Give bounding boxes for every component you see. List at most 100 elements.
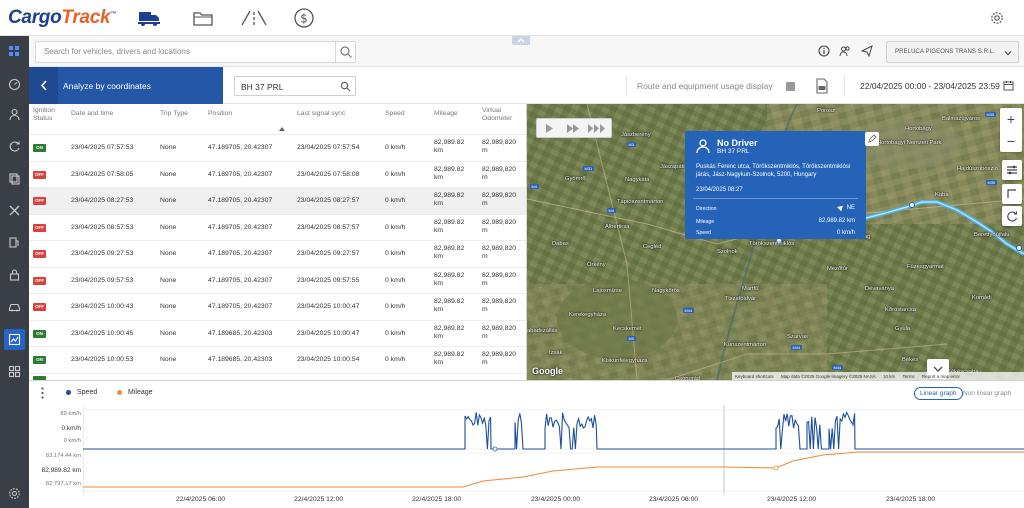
ignition-badge: ON — [33, 356, 46, 364]
cell-mileage: 82,989.82 km — [434, 192, 465, 207]
sort-arrow-icon[interactable] — [279, 127, 285, 131]
header-trip-type[interactable]: Trip Type — [160, 110, 188, 117]
truck-icon[interactable] — [138, 8, 160, 28]
cell-datetime: 23/04/2025 10:00:53 — [71, 356, 134, 363]
dashboard-grid-icon[interactable] — [4, 41, 25, 62]
map-view[interactable]: Jászberény Porosz Hortobágy Balmazújváros Ho… — [527, 104, 1024, 380]
vehicle-search-input[interactable]: BH 37 PRL — [234, 76, 356, 96]
analytics-icon[interactable] — [4, 329, 25, 350]
table-row[interactable]: OFF 23/04/2025 08:27:53 None 47.189705, 20.… — [29, 187, 526, 214]
search-icon[interactable] — [335, 42, 355, 62]
vehicle-icon[interactable] — [4, 296, 25, 317]
header-virtual-odometer[interactable]: Virtual Odometer — [482, 107, 513, 122]
driver-icon[interactable] — [4, 104, 25, 125]
terms-link[interactable]: Terms — [902, 373, 915, 379]
more-options-icon[interactable] — [41, 387, 44, 399]
cell-mileage: 82,989.82 km — [434, 165, 465, 181]
graph-plot-area[interactable] — [83, 405, 1024, 495]
table-row[interactable]: OFF 23/04/2025 09:27:53 None 47.189705, 20.… — [29, 240, 526, 267]
info-icon[interactable] — [818, 45, 830, 57]
x-axis-label: 22/4/2025 12:00 — [294, 496, 344, 503]
settings-icon[interactable] — [4, 483, 25, 504]
keyboard-shortcuts-link[interactable]: Keyboard shortcuts — [735, 373, 774, 379]
road-icon[interactable] — [241, 8, 267, 28]
table-row[interactable]: ON 23/04/2025 07:57:53 None 47.189705, 20.4… — [29, 134, 526, 161]
header-last-sync[interactable]: Last signal sync — [297, 110, 346, 117]
cell-last-sync: 23/04/2025 09:57:55 — [297, 276, 360, 284]
cell-speed: 0 km/h — [385, 223, 406, 231]
cell-odometer: 82,989,820 m — [482, 324, 517, 340]
search-input[interactable]: Search for vehicles, drivers and locatio… — [35, 41, 356, 63]
zoom-out-button[interactable]: − — [1006, 133, 1016, 149]
cell-datetime: 23/04/2025 10:00:45 — [71, 329, 134, 337]
speed-label: Speed — [696, 230, 712, 236]
date-range-value: 22/04/2025 00:00 - 23/04/2025 23:59 — [860, 81, 1000, 91]
zoom-in-button[interactable]: + — [1006, 111, 1016, 127]
route-display-select[interactable]: Route and equipment usage display — [626, 76, 801, 96]
cell-odometer: 82,989,820 m — [482, 192, 517, 207]
edit-icon[interactable] — [865, 132, 879, 146]
table-row[interactable]: OFF 23/04/2025 07:58:05 None 47.189705, 20.… — [29, 160, 526, 188]
date-range-input[interactable]: 22/04/2025 00:00 - 23/04/2025 23:59 — [844, 76, 1016, 96]
header-speed[interactable]: Speed — [385, 110, 405, 117]
dollar-icon[interactable]: $ — [293, 7, 315, 28]
x-axis-label: 23/4/2025 00:00 — [531, 496, 581, 503]
table-row[interactable]: OFF 23/04/2025 10:00:43 None 47.189705, 20.… — [29, 293, 526, 320]
gear-icon[interactable] — [990, 11, 1004, 25]
mileage-label: Mileage — [696, 219, 715, 225]
folder-icon[interactable] — [192, 8, 214, 28]
x-axis-label: 22/4/2025 18:00 — [412, 496, 462, 503]
layers-tool-icon[interactable] — [1002, 160, 1022, 180]
tools-icon[interactable] — [4, 200, 25, 221]
table-row[interactable]: ON 23/04/2025 10:00:45 None 47.189685, 20.4… — [29, 319, 526, 347]
reset-view-icon[interactable] — [1002, 206, 1022, 226]
non-linear-graph-button[interactable]: Non linear graph — [963, 390, 1012, 397]
back-button[interactable] — [29, 67, 58, 104]
table-row[interactable]: ON 23/04/2025 10:00:53 None 47.189685, 20.4… — [29, 346, 526, 373]
cell-datetime: 23/04/2025 07:57:53 — [71, 144, 134, 151]
table-row[interactable]: OFF 23/04/2025 08:57:53 None 47.189705, 20.… — [29, 213, 526, 241]
table-row[interactable] — [29, 372, 526, 380]
road-shield: M35 — [986, 180, 997, 185]
legend-speed[interactable]: Speed — [66, 389, 97, 396]
city-label: Izsák — [549, 350, 563, 356]
fast-forward-icon[interactable] — [563, 121, 583, 136]
ruler-tool-icon[interactable] — [1002, 184, 1022, 204]
header-datetime[interactable]: Date and time — [71, 110, 114, 117]
fuel-icon[interactable] — [4, 232, 25, 253]
modules-icon[interactable] — [4, 361, 25, 382]
cell-datetime: 23/04/2025 09:27:53 — [71, 250, 134, 257]
cell-speed: 0 km/h — [385, 197, 406, 204]
documents-icon[interactable] — [4, 168, 25, 189]
cell-datetime: 23/04/2025 08:57:53 — [71, 223, 134, 231]
linear-graph-button[interactable]: Linear graph — [914, 387, 963, 400]
table-row[interactable]: OFF 23/04/2025 09:57:53 None 47.189705, 20.… — [29, 266, 526, 294]
report-error-link[interactable]: Report a map error — [921, 373, 960, 379]
users-icon[interactable] — [839, 45, 851, 57]
ignition-badge: OFF — [33, 223, 46, 232]
cell-last-sync: 23/04/2025 10:00:47 — [297, 329, 360, 337]
header-ignition[interactable]: Ignition Status — [33, 107, 55, 122]
send-icon[interactable] — [860, 45, 873, 58]
city-label: Lajosmizse — [593, 288, 622, 294]
cargotrack-logo[interactable]: CargoTrack™ — [8, 7, 116, 28]
lock-icon[interactable] — [4, 264, 25, 285]
fastest-forward-icon[interactable] — [587, 121, 607, 136]
play-icon[interactable] — [539, 121, 559, 136]
mileage-series-line — [83, 451, 1024, 488]
cell-mileage: 82,989.82 km — [434, 324, 465, 340]
mileage-value: 82,989.82 km — [818, 218, 855, 224]
legend-mileage[interactable]: Mileage — [117, 389, 153, 396]
calendar-icon[interactable] — [1003, 80, 1014, 91]
search-icon[interactable] — [340, 81, 351, 92]
header-position[interactable]: Position — [208, 110, 233, 117]
cell-last-sync: 23/04/2025 08:57:57 — [297, 223, 360, 231]
company-selector[interactable]: PRELUCA PIGEONS TRANS S.R.L. — [886, 41, 1019, 63]
speedometer-icon[interactable] — [4, 74, 25, 95]
cell-datetime: 23/04/2025 08:27:53 — [71, 197, 134, 204]
pdf-export-icon[interactable] — [815, 78, 829, 94]
header-mileage[interactable]: Mileage — [434, 110, 458, 117]
collapse-header-button[interactable] — [512, 36, 530, 45]
refresh-icon[interactable] — [4, 136, 25, 157]
city-label: Gyömrő — [565, 176, 586, 182]
